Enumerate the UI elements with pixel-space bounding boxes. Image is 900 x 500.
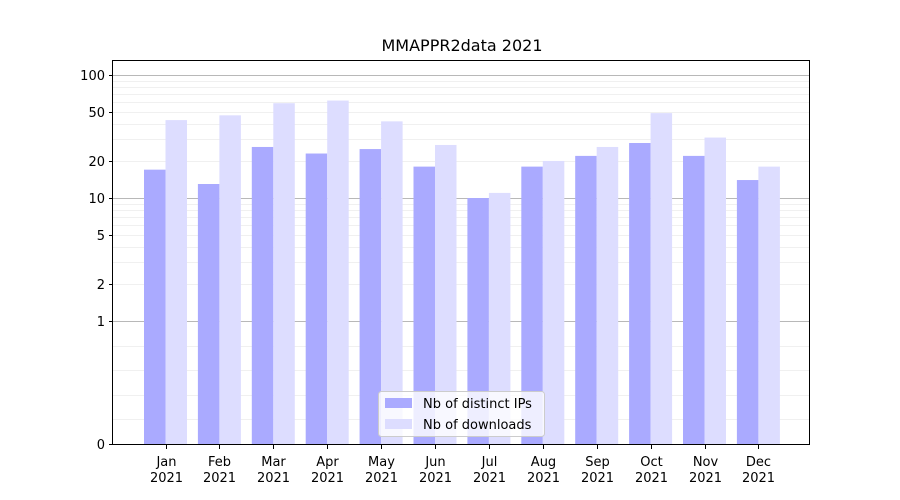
chart-title: MMAPPR2data 2021 — [382, 36, 543, 55]
x-tick-label: Nov 2021 — [689, 455, 722, 486]
legend: Nb of distinct IPs Nb of downloads — [378, 391, 545, 437]
plot-frame — [112, 60, 810, 445]
x-tick-label: Jul 2021 — [473, 455, 506, 486]
bar-downloads-nov — [704, 137, 726, 444]
x-tick-label: Jan 2021 — [150, 455, 183, 486]
bar-distinct-ips-may — [359, 149, 382, 444]
bar-distinct-ips-jul — [467, 198, 489, 444]
bar-downloads-aug — [542, 160, 565, 445]
x-tick-label: May 2021 — [365, 455, 398, 486]
x-tick-label: Dec 2021 — [742, 455, 775, 486]
bar-downloads-feb — [219, 115, 241, 444]
y-tick-label: 0 — [97, 438, 105, 453]
bar-distinct-ips-dec — [736, 180, 759, 445]
y-tick-label: 5 — [97, 229, 105, 244]
legend-swatch-distinct-ips — [385, 398, 412, 408]
bar-distinct-ips-nov — [683, 155, 705, 444]
x-tick-label: Oct 2021 — [635, 455, 668, 486]
bar-downloads-sep — [596, 146, 619, 444]
x-tick-label: Feb 2021 — [203, 455, 236, 486]
x-axis: Jan 2021 Feb 2021 Mar 2021 Apr 2021 May 2021 Jun 20… — [150, 445, 775, 486]
y-tick-label: 20 — [88, 155, 105, 170]
bar-downloads-jul — [488, 192, 511, 444]
y-tick-label: 50 — [88, 106, 105, 121]
y-tick-label: 100 — [80, 69, 105, 84]
bars — [144, 100, 780, 445]
legend-label-downloads: Nb of downloads — [423, 418, 532, 433]
bar-downloads-jun — [435, 144, 457, 444]
legend-swatch-downloads — [385, 419, 412, 429]
x-tick-label: Jun 2021 — [419, 455, 452, 486]
x-tick-label: Apr 2021 — [311, 455, 344, 486]
bar-distinct-ips-jan — [144, 169, 166, 445]
bar-downloads-oct — [650, 113, 673, 445]
bar-distinct-ips-aug — [521, 166, 543, 445]
x-tick-label: Mar 2021 — [257, 455, 290, 486]
legend-label-distinct-ips: Nb of distinct IPs — [423, 397, 532, 412]
bar-distinct-ips-feb — [197, 184, 220, 444]
x-tick-label: Aug 2021 — [527, 455, 560, 486]
y-tick-label: 1 — [97, 315, 105, 330]
bar-distinct-ips-apr — [305, 153, 328, 444]
bar-distinct-ips-jun — [413, 166, 435, 445]
bar-downloads-apr — [327, 100, 349, 445]
legend-box — [378, 391, 545, 437]
x-tick-label: Sep 2021 — [581, 455, 614, 486]
bar-distinct-ips-oct — [629, 143, 651, 444]
bar-downloads-mar — [273, 103, 295, 444]
bar-distinct-ips-sep — [575, 155, 597, 444]
bar-downloads-jan — [165, 120, 187, 444]
bar-distinct-ips-mar — [251, 146, 274, 444]
bar-downloads-dec — [758, 166, 780, 445]
y-axis: 0 1 2 5 10 20 50 100 — [80, 69, 113, 453]
y-tick-label: 2 — [97, 278, 105, 293]
bar-downloads-may — [381, 121, 403, 444]
y-tick-label: 10 — [88, 192, 105, 207]
